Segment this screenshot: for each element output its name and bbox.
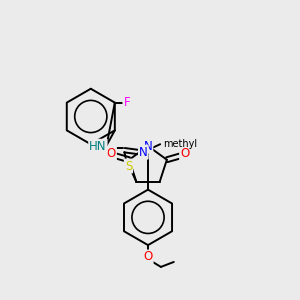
Text: O: O: [180, 147, 189, 160]
Text: O: O: [107, 147, 116, 160]
Text: S: S: [125, 160, 132, 172]
Text: F: F: [123, 96, 130, 109]
Text: N: N: [144, 140, 152, 152]
Text: N: N: [139, 146, 148, 159]
Text: methyl: methyl: [163, 139, 197, 149]
Text: O: O: [143, 250, 153, 263]
Text: HN: HN: [89, 140, 106, 153]
